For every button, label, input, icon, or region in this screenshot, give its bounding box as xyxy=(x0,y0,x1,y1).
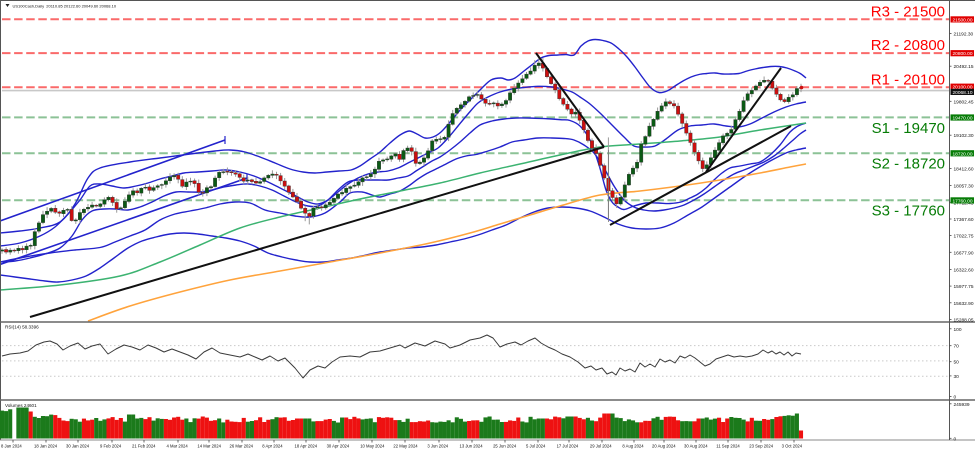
svg-text:19102.30: 19102.30 xyxy=(954,133,974,139)
svg-text:R1 - 20100: R1 - 20100 xyxy=(871,72,945,89)
svg-text:18057.30: 18057.30 xyxy=(954,184,974,190)
svg-text:19802.45: 19802.45 xyxy=(954,99,974,105)
svg-text:17760.00: 17760.00 xyxy=(953,198,973,204)
svg-text:26 Mar 2024: 26 Mar 2024 xyxy=(230,443,254,448)
svg-text:15288.05: 15288.05 xyxy=(954,317,974,323)
svg-text:30 Aug 2024: 30 Aug 2024 xyxy=(684,443,708,448)
svg-text:17367.60: 17367.60 xyxy=(954,217,974,223)
svg-text:21192.30: 21192.30 xyxy=(954,31,974,37)
svg-text:5 Jul 2024: 5 Jul 2024 xyxy=(526,443,546,448)
svg-text:18 Jan 2024: 18 Jan 2024 xyxy=(34,443,58,448)
svg-text:100: 100 xyxy=(954,327,962,333)
svg-text:3 Jun 2024: 3 Jun 2024 xyxy=(427,443,448,448)
svg-text:25 Jun 2024: 25 Jun 2024 xyxy=(493,443,517,448)
svg-text:20800.00: 20800.00 xyxy=(953,51,973,57)
svg-text:30 Apr 2024: 30 Apr 2024 xyxy=(327,443,350,448)
svg-text:15632.90: 15632.90 xyxy=(954,301,974,307)
svg-text:18412.60: 18412.60 xyxy=(954,167,974,173)
svg-text:21500.00: 21500.00 xyxy=(953,17,973,23)
svg-text:3 Oct 2024: 3 Oct 2024 xyxy=(782,443,803,448)
svg-text:15977.75: 15977.75 xyxy=(954,284,974,290)
svg-text:30: 30 xyxy=(954,374,960,380)
svg-text:50: 50 xyxy=(954,360,960,366)
svg-text:18 Apr 2024: 18 Apr 2024 xyxy=(295,443,318,448)
svg-text:S2 - 18720: S2 - 18720 xyxy=(872,156,945,173)
svg-text:20 Aug 2024: 20 Aug 2024 xyxy=(652,443,676,448)
svg-text:21 Feb 2024: 21 Feb 2024 xyxy=(132,443,156,448)
svg-text:US100Cash,Daily 20110.85 2012: US100Cash,Daily 20110.85 20122.60 20049.… xyxy=(13,4,117,9)
svg-text:16677.90: 16677.90 xyxy=(954,250,974,256)
svg-text:17 Jul 2024: 17 Jul 2024 xyxy=(557,443,579,448)
svg-text:20100.00: 20100.00 xyxy=(953,85,973,91)
svg-text:18720.00: 18720.00 xyxy=(953,151,973,157)
svg-text:0: 0 xyxy=(954,436,957,442)
svg-text:17022.75: 17022.75 xyxy=(954,234,974,240)
svg-text:8 Aug 2024: 8 Aug 2024 xyxy=(622,443,644,448)
svg-text:245939: 245939 xyxy=(954,402,970,408)
svg-text:RSI(14) 58.3396: RSI(14) 58.3396 xyxy=(5,325,39,330)
svg-text:20068.10: 20068.10 xyxy=(953,90,973,96)
svg-text:19470.00: 19470.00 xyxy=(953,116,973,122)
svg-text:22 May 2024: 22 May 2024 xyxy=(393,443,418,448)
svg-text:30 Jan 2024: 30 Jan 2024 xyxy=(66,443,90,448)
svg-text:8 Jan 2024: 8 Jan 2024 xyxy=(1,443,22,448)
svg-text:16322.60: 16322.60 xyxy=(954,267,974,273)
svg-text:70: 70 xyxy=(954,344,960,350)
svg-text:11 Sep 2024: 11 Sep 2024 xyxy=(716,443,740,448)
svg-text:29 Jul 2024: 29 Jul 2024 xyxy=(590,443,612,448)
svg-text:20492.15: 20492.15 xyxy=(954,64,974,70)
svg-text:Volumes 24601: Volumes 24601 xyxy=(5,403,37,408)
svg-text:9 Feb 2024: 9 Feb 2024 xyxy=(100,443,122,448)
svg-text:14 Mar 2024: 14 Mar 2024 xyxy=(197,443,221,448)
svg-text:S1 - 19470: S1 - 19470 xyxy=(872,120,945,137)
svg-text:4 Mar 2024: 4 Mar 2024 xyxy=(167,443,189,448)
svg-text:10 May 2024: 10 May 2024 xyxy=(360,443,385,448)
svg-text:23 Sep 2024: 23 Sep 2024 xyxy=(749,443,773,448)
svg-text:13 Jun 2024: 13 Jun 2024 xyxy=(460,443,484,448)
svg-text:R3 - 21500: R3 - 21500 xyxy=(871,4,945,21)
svg-text:R2 - 20800: R2 - 20800 xyxy=(871,37,945,54)
svg-text:8 Apr 2024: 8 Apr 2024 xyxy=(262,443,283,448)
svg-text:0: 0 xyxy=(954,395,957,401)
svg-text:S3 - 17760: S3 - 17760 xyxy=(872,203,945,220)
